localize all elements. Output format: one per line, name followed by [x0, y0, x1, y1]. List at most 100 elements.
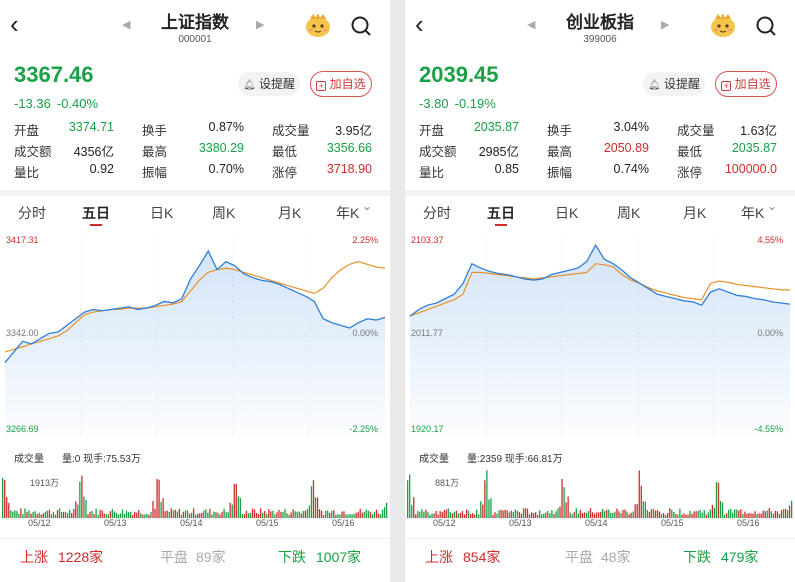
volume-bar: [355, 512, 357, 518]
volume-bar: [343, 511, 345, 518]
add-to-watchlist-button[interactable]: + 加自选: [715, 71, 777, 97]
volume-bar: [662, 513, 665, 518]
flat-label: 平盘: [565, 549, 593, 565]
tab-0[interactable]: 分时: [423, 205, 451, 221]
set-reminder-button[interactable]: 🔔︎ 设提醒: [238, 72, 300, 96]
search-icon[interactable]: [350, 15, 372, 37]
volume-bar: [516, 511, 519, 518]
mascot-icon[interactable]: [709, 12, 737, 38]
prev-index-icon[interactable]: ◀: [527, 19, 536, 31]
date-label: 05/13: [104, 518, 127, 528]
down-count: 1007家: [316, 549, 362, 565]
volume-bar: [441, 511, 443, 518]
back-arrow-icon[interactable]: ‹: [415, 9, 424, 39]
volume-bar: [782, 509, 785, 518]
volume-bar: [581, 512, 584, 518]
stats-row: 开盘 3374.71 换手 0.87% 成交量 3.95亿: [14, 120, 380, 141]
active-tab-underline: [90, 224, 102, 226]
chevron-down-icon[interactable]: ⌄: [767, 199, 778, 213]
volume-bar: [278, 509, 280, 518]
volume-bar: [12, 511, 14, 518]
tab-2[interactable]: 日K: [555, 205, 579, 221]
tab-3[interactable]: 周K: [617, 205, 641, 221]
volume-bar: [705, 514, 707, 518]
volume-bar: [339, 514, 341, 518]
volume-bar: [166, 510, 168, 518]
up-label: 上涨: [425, 549, 453, 565]
back-arrow-icon[interactable]: ‹: [10, 9, 19, 39]
volume-bar: [99, 510, 101, 518]
volume-bar: [361, 512, 363, 518]
volume-bar: [530, 512, 533, 518]
tab-1[interactable]: 五日: [487, 205, 515, 221]
volume-bar: [784, 508, 787, 518]
volume-bar: [620, 513, 622, 518]
mascot-icon[interactable]: [304, 12, 332, 38]
volume-bar: [788, 505, 791, 518]
next-index-icon[interactable]: ▶: [256, 19, 265, 31]
tab-5[interactable]: 年K: [336, 205, 360, 221]
volume-bar: [383, 507, 386, 518]
volume-bar: [125, 510, 128, 518]
tab-1[interactable]: 五日: [82, 205, 110, 221]
volume-title: 成交量: [14, 454, 44, 465]
tab-3[interactable]: 周K: [212, 205, 236, 221]
volume-bar: [457, 513, 460, 518]
volume-bar: [213, 511, 215, 518]
date-label: 05/12: [28, 518, 51, 528]
volume-bar: [105, 513, 107, 518]
tab-5[interactable]: 年K: [741, 205, 765, 221]
volume-bar: [780, 510, 783, 518]
stat-value: 3380.29: [198, 141, 244, 155]
stat-value: 100000.0: [724, 162, 777, 176]
volume-bar: [117, 514, 120, 518]
add-to-watchlist-label: 加自选: [329, 77, 366, 91]
next-index-icon[interactable]: ▶: [661, 19, 670, 31]
stat-value: 0.87%: [208, 120, 244, 134]
volume-bar: [543, 513, 545, 518]
change-percent: -0.40%: [56, 96, 99, 111]
set-reminder-button[interactable]: 🔔︎ 设提醒: [643, 72, 705, 96]
volume-bar: [711, 504, 714, 518]
volume-bar: [689, 510, 691, 518]
up-count: 1228家: [58, 549, 104, 565]
volume-bar: [138, 509, 140, 518]
volume-bar: [353, 514, 355, 518]
volume-bar: [463, 514, 466, 518]
volume-bar: [677, 514, 679, 518]
volume-bar: [758, 513, 760, 518]
volume-bar: [730, 509, 732, 518]
volume-bar: [539, 510, 541, 518]
add-to-watchlist-button[interactable]: + 加自选: [310, 71, 372, 97]
tab-0[interactable]: 分时: [18, 205, 46, 221]
header: ‹ ◀ 上证指数 000001 ▶: [0, 0, 390, 52]
tab-4[interactable]: 月K: [683, 205, 707, 221]
volume-bar: [345, 514, 347, 518]
current-price: 3367.46: [14, 62, 94, 87]
stat-label: 振幅: [142, 166, 168, 180]
stat-value: 3374.71: [68, 120, 114, 134]
volume-bar: [333, 510, 335, 518]
search-icon[interactable]: [755, 15, 777, 37]
stat-label: 涨停: [272, 166, 298, 180]
tab-4[interactable]: 月K: [278, 205, 302, 221]
stat-label: 最低: [272, 145, 298, 159]
volume-bar: [415, 514, 417, 518]
volume-bar: [195, 514, 197, 518]
five-day-chart[interactable]: [405, 230, 795, 442]
volume-bar: [760, 513, 762, 518]
volume-bar: [77, 504, 79, 518]
volume-bar: [490, 498, 492, 518]
volume-bar: [472, 513, 474, 518]
prev-index-icon[interactable]: ◀: [122, 19, 131, 31]
volume-bar: [62, 511, 65, 518]
volume-bar: [156, 479, 158, 518]
volume-bar: [638, 470, 640, 518]
stat-value: 1.63亿: [740, 124, 777, 138]
volume-bar: [709, 509, 712, 518]
tab-2[interactable]: 日K: [150, 205, 174, 221]
volume-bar: [335, 514, 337, 518]
chevron-down-icon[interactable]: ⌄: [362, 199, 373, 213]
five-day-chart[interactable]: [0, 230, 390, 442]
volume-bar: [85, 500, 87, 518]
